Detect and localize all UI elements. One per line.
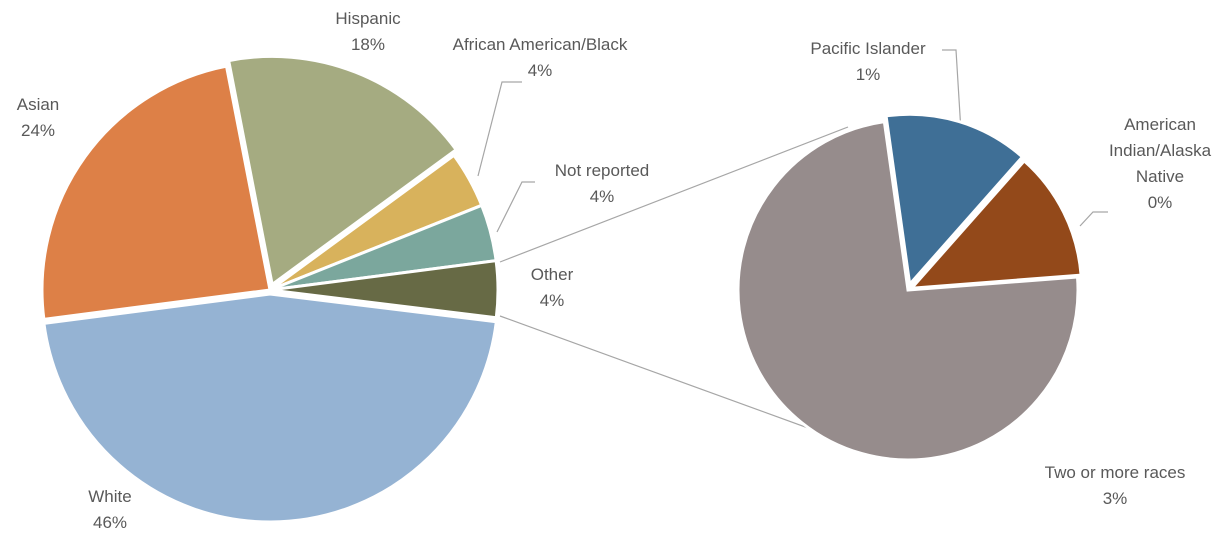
value-label: 3% <box>1102 489 1128 508</box>
data-label: Not reported 4% <box>555 158 650 210</box>
value-label: 4% <box>527 61 553 80</box>
data-label: American Indian/Alaska Native 0% <box>1095 112 1225 216</box>
value-label: 18% <box>350 35 386 54</box>
data-label: White 46% <box>88 484 131 536</box>
data-label: Other 4% <box>531 262 574 314</box>
category-label: Other <box>530 265 574 284</box>
leader-line <box>1079 211 1108 227</box>
category-label: White <box>88 487 132 506</box>
data-label: Asian 24% <box>17 92 60 144</box>
category-label: American Indian/Alaska Native <box>1108 115 1212 186</box>
value-label: 46% <box>92 513 128 532</box>
value-label: 24% <box>20 121 56 140</box>
connector-line <box>499 126 849 263</box>
value-label: 4% <box>539 291 565 310</box>
pie-slice <box>42 292 498 524</box>
pie-slice <box>908 158 1083 290</box>
connector-line <box>499 315 831 437</box>
data-label: Hispanic 18% <box>335 6 400 58</box>
leader-line <box>942 49 963 149</box>
category-label: Asian <box>16 95 60 114</box>
leader-line <box>477 81 522 177</box>
value-label: 4% <box>589 187 615 206</box>
data-label: African American/Black 4% <box>453 32 628 84</box>
pie-slice <box>269 258 500 320</box>
data-label: Pacific Islander 1% <box>810 36 925 88</box>
value-label: 0% <box>1147 193 1173 212</box>
category-label: Not reported <box>554 161 650 180</box>
pie-slice <box>736 119 1080 462</box>
pie-slice <box>40 64 272 322</box>
category-label: Hispanic <box>335 9 401 28</box>
data-label: Two or more races 3% <box>1045 460 1186 512</box>
leader-line <box>496 181 535 233</box>
category-label: Pacific Islander <box>810 39 926 58</box>
category-label: African American/Black <box>452 35 628 54</box>
value-label: 1% <box>855 65 881 84</box>
pie-slice <box>884 112 1025 288</box>
category-label: Two or more races <box>1044 463 1186 482</box>
pie-slice <box>226 54 459 288</box>
